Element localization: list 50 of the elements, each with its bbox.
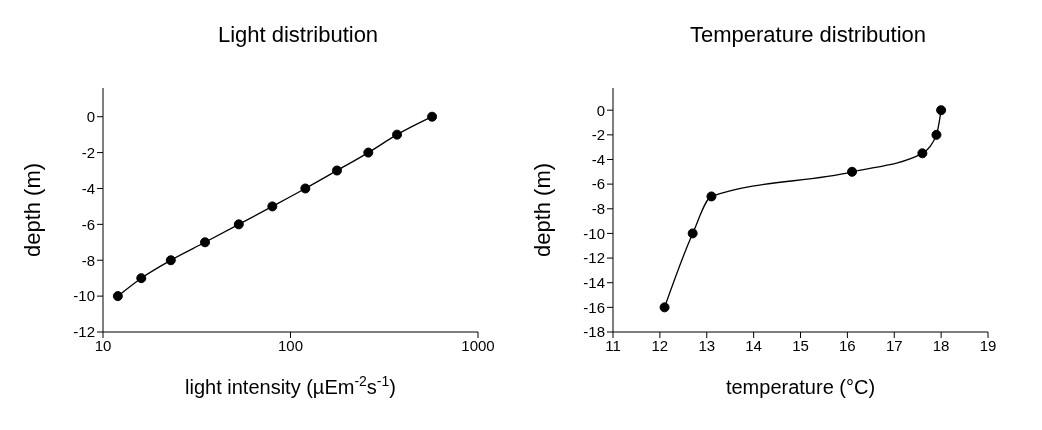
y-tick-label: -6 <box>591 175 605 193</box>
point <box>706 191 717 202</box>
x-tick-label: 16 <box>839 336 856 354</box>
y-tick-label: -8 <box>81 251 95 269</box>
x-tick-label: 17 <box>885 336 903 354</box>
point <box>687 228 698 239</box>
x-tick-label: 19 <box>979 336 997 354</box>
point <box>300 183 311 194</box>
x-axis-title: temperature (°C) <box>725 376 876 398</box>
y-tick-label: -2 <box>591 126 605 144</box>
point <box>200 237 211 248</box>
point <box>136 273 147 284</box>
point <box>233 219 244 230</box>
y-tick-label: -8 <box>591 200 605 218</box>
y-tick-label: -10 <box>583 224 605 242</box>
point <box>931 129 942 140</box>
x-tick-label: 13 <box>698 336 716 354</box>
x-tick-label: 18 <box>932 336 950 354</box>
chart-title: Temperature distribution <box>689 22 927 48</box>
x-tick-label: 11 <box>605 336 621 354</box>
y-tick-label: -10 <box>73 287 95 305</box>
chart-title: Light distribution <box>216 22 380 48</box>
point <box>332 165 342 176</box>
point <box>847 166 858 177</box>
x-tick-label: 12 <box>651 336 669 354</box>
y-tick-label: -6 <box>81 215 95 233</box>
y-axis-title: depth (m) <box>529 162 555 258</box>
y-tick-label: -16 <box>583 298 605 316</box>
x-tick-label: 100 <box>277 336 304 354</box>
point <box>427 111 438 122</box>
y-tick-label: 0 <box>86 108 95 126</box>
y-tick-label: -18 <box>583 323 605 341</box>
point <box>267 201 278 212</box>
y-tick-label: -12 <box>583 249 605 267</box>
point <box>917 148 928 159</box>
y-tick-label: -12 <box>73 323 95 341</box>
y-tick-label: -4 <box>81 179 95 197</box>
point <box>936 105 947 116</box>
x-tick-label: 10 <box>94 336 112 354</box>
x-axis-title: light intensity (µEm$^{-2}$s$^{-1}$) <box>185 373 396 398</box>
point <box>659 302 670 313</box>
y-tick-label: -4 <box>591 150 605 168</box>
y-tick-label: -14 <box>583 274 605 292</box>
x-tick-label: 14 <box>745 336 762 354</box>
y-axis-title: depth (m) <box>19 162 45 258</box>
y-tick-label: -2 <box>81 143 95 161</box>
y-tick-label: 0 <box>596 101 605 119</box>
point <box>363 147 374 158</box>
x-tick-label: 1000 <box>461 336 495 354</box>
x-tick-label: 15 <box>792 336 809 354</box>
